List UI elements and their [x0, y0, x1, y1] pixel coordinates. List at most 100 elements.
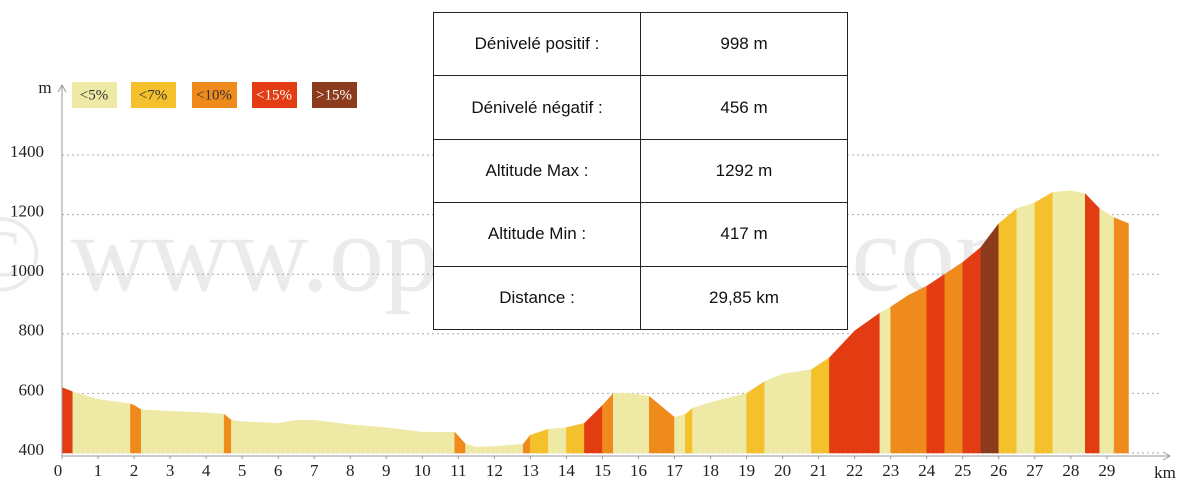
legend-swatch: [131, 82, 176, 108]
x-tick-label: 3: [166, 461, 175, 480]
x-tick-label: 25: [954, 461, 971, 480]
profile-segment: [782, 369, 812, 454]
x-tick-label: 5: [238, 461, 247, 480]
profile-segment: [97, 399, 131, 454]
x-tick-label: 15: [594, 461, 611, 480]
profile-segment: [829, 330, 855, 454]
profile-segment: [692, 401, 711, 454]
profile-segment: [674, 413, 686, 454]
profile-segment: [811, 357, 830, 454]
profile-segment: [548, 427, 567, 454]
y-axis-label: m: [38, 78, 51, 97]
x-tick-label: 21: [810, 461, 827, 480]
stat-label: Dénivelé négatif :: [433, 75, 641, 140]
profile-segment: [1070, 190, 1086, 454]
stat-value: 998 m: [640, 11, 848, 77]
profile-segment: [241, 421, 279, 454]
profile-segment: [890, 294, 909, 454]
y-tick-label: 1000: [10, 261, 44, 280]
stats-table: Dénivelé positif :998 m Dénivelé négatif …: [433, 11, 848, 331]
profile-segment: [277, 419, 297, 454]
profile-segment: [649, 395, 664, 454]
legend-swatch: [252, 82, 297, 108]
profile-segment: [295, 419, 315, 454]
profile-segment: [386, 427, 423, 454]
x-tick-label: 7: [310, 461, 319, 480]
profile-segment: [476, 446, 495, 454]
profile-segment: [72, 391, 99, 454]
profile-segment: [61, 387, 74, 454]
x-tick-label: 14: [558, 461, 576, 480]
stat-label: Dénivelé positif :: [433, 11, 641, 77]
profile-segment: [1052, 190, 1072, 454]
profile-segment: [710, 397, 729, 454]
x-tick-label: 19: [738, 461, 755, 480]
legend-label: <7%: [139, 87, 167, 103]
profile-segment: [944, 261, 963, 454]
x-tick-label: 16: [630, 461, 647, 480]
x-tick-label: 2: [130, 461, 139, 480]
stat-value: 29,85 km: [640, 265, 848, 331]
profile-segment: [728, 393, 747, 454]
profile-segment: [313, 419, 351, 454]
profile-segment: [522, 434, 531, 454]
x-tick-label: 29: [1098, 461, 1115, 480]
profile-segment: [1016, 202, 1036, 454]
stat-value: 1292 m: [640, 138, 848, 204]
profile-segment: [169, 411, 207, 454]
profile-segment: [926, 273, 945, 454]
x-tick-label: 23: [882, 461, 899, 480]
stats-row: Dénivelé négatif :456 m: [433, 75, 848, 140]
legend-label: >15%: [316, 87, 352, 103]
stat-value: 417 m: [640, 202, 848, 267]
y-axis-arrow: [57, 83, 67, 93]
x-tick-label: 17: [666, 461, 684, 480]
stats-row: Altitude Max :1292 m: [433, 138, 848, 204]
profile-segment: [602, 392, 614, 454]
stat-label: Altitude Min :: [433, 202, 641, 267]
profile-segment: [422, 431, 455, 454]
profile-segment: [908, 285, 927, 454]
y-tick-label: 600: [19, 380, 45, 399]
profile-segment: [980, 222, 1000, 454]
profile-segment: [998, 208, 1018, 454]
profile-segment: [1099, 208, 1115, 454]
legend-label: <15%: [256, 87, 292, 103]
x-tick-label: 26: [990, 461, 1007, 480]
profile-segment: [1113, 217, 1129, 454]
profile-segment: [631, 393, 650, 454]
legend-swatch: [312, 82, 357, 108]
profile-segment: [1034, 191, 1054, 454]
x-tick-label: 0: [54, 461, 63, 480]
profile-segment: [566, 422, 585, 454]
x-tick-label: 20: [774, 461, 791, 480]
y-tick-label: 1200: [10, 202, 44, 221]
profile-segment: [454, 431, 466, 454]
x-tick-label: 22: [846, 461, 863, 480]
x-tick-label: 9: [382, 461, 391, 480]
x-tick-label: 6: [274, 461, 283, 480]
x-tick-label: 18: [702, 461, 719, 480]
profile-segment: [764, 373, 783, 454]
profile-segment: [223, 413, 232, 454]
x-tick-label: 1: [94, 461, 103, 480]
profile-segment: [231, 419, 243, 454]
legend-swatch: [192, 82, 237, 108]
profile-segment: [205, 412, 225, 454]
x-tick-label: 28: [1062, 461, 1079, 480]
profile-segment: [1085, 193, 1100, 454]
profile-segment: [746, 381, 765, 454]
x-tick-label: 10: [414, 461, 431, 480]
x-tick-label: 4: [202, 461, 211, 480]
profile-segment: [685, 407, 693, 454]
stats-row: Altitude Min :417 m: [433, 202, 848, 267]
profile-segment: [130, 403, 135, 454]
profile-segment: [663, 407, 675, 454]
profile-segment: [613, 393, 632, 454]
x-tick-label: 8: [346, 461, 355, 480]
y-tick-label: 1400: [10, 142, 44, 161]
profile-segment: [141, 409, 171, 454]
profile-segment: [962, 246, 982, 454]
